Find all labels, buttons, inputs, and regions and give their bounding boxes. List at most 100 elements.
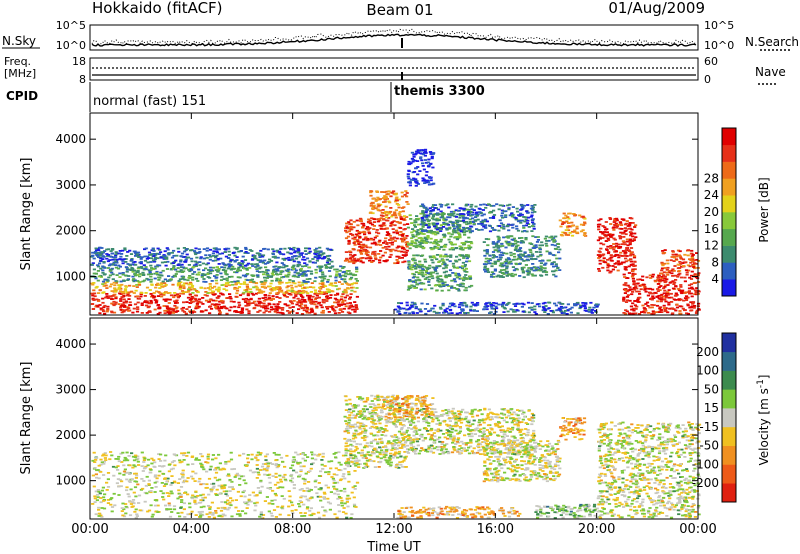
power-cell [283,295,287,298]
power-cell [122,279,126,282]
power-cell [526,301,531,304]
power-cell [469,225,473,228]
power-cell [544,271,549,273]
power-cell [413,259,417,262]
power-cell [494,310,498,313]
power-cell [431,209,435,211]
power-cell [453,287,457,289]
power-cell [599,247,603,250]
power-cell [499,269,504,271]
power-cell [247,298,251,301]
power-cell [337,273,342,275]
power-cell [469,210,473,213]
power-cell [672,270,676,272]
power-cell [480,222,484,225]
power-cell [302,280,307,283]
velocity-cell [205,470,209,473]
power-cell [285,296,289,298]
power-cell [164,291,168,293]
power-cell [168,312,172,315]
power-cell [121,260,125,262]
power-cell [371,252,375,255]
power-cell [296,297,300,300]
power-cell [439,238,443,241]
power-cell [213,275,217,277]
power-cell [519,212,523,215]
power-cell [468,231,472,234]
power-cell [598,253,602,256]
power-cell [511,258,515,261]
power-cell [689,309,693,312]
power-cell [521,230,525,233]
power-cell [217,269,221,272]
power-cell [251,254,255,257]
power-cell [138,275,142,278]
power-cell [651,295,655,298]
power-cell [539,262,544,265]
power-cell [97,252,101,254]
power-cell [530,253,535,256]
power-cell [530,214,534,217]
power-cell [400,245,404,248]
power-cell [354,304,358,306]
power-cell [157,279,161,281]
power-cell [467,244,471,247]
power-cell [560,312,564,314]
power-cell [564,214,568,217]
power-cell [242,283,247,285]
power-cell [433,256,437,259]
power-cell [570,234,575,237]
power-cell [544,262,548,265]
power-cell [636,301,640,303]
power-cell [506,236,510,239]
power-cell [444,265,448,267]
power-cell [303,270,307,273]
power-cell [394,214,398,217]
power-cell [237,262,241,264]
power-cell [467,209,471,211]
power-cell [513,239,518,242]
power-cell [618,221,622,223]
power-cell [512,253,516,255]
power-cell [602,257,606,260]
power-cell [133,303,138,306]
power-cell [387,200,391,203]
power-cell [410,284,414,287]
power-cell [534,251,539,253]
power-cell [601,266,605,269]
power-cell [554,304,558,307]
power-cell [680,292,684,295]
power-cell [627,312,632,315]
power-cell [430,275,434,277]
power-cell [405,249,409,252]
power-cell [405,304,409,307]
power-cell [562,212,566,215]
power-y-axis-label: Slant Range [km] [19,158,34,271]
power-cell [184,261,188,263]
power-cell [151,268,156,270]
power-cell [518,275,522,277]
power-cell [132,250,136,253]
power-cell [156,257,160,260]
velocity-cell [95,499,99,502]
power-cell [493,262,498,264]
power-colorbar-swatch [722,128,736,146]
power-cell [659,300,663,303]
power-cell [456,223,460,226]
power-cell [99,253,103,255]
power-cell [123,288,128,290]
velocity-cell [91,459,95,462]
power-cell [258,256,262,258]
power-cell [112,311,117,314]
power-cell [291,280,295,282]
power-cell [464,278,468,280]
power-cell [504,258,509,261]
power-cell [356,240,360,243]
power-cell [233,271,237,274]
power-cell [345,225,349,228]
power-cell [111,273,115,276]
power-cell [518,237,522,239]
power-cell [458,277,462,280]
power-cell [530,267,534,269]
power-cell [626,284,630,287]
